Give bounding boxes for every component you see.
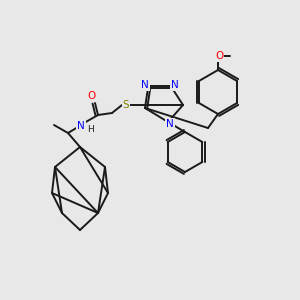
Text: N: N — [77, 121, 85, 131]
Text: N: N — [166, 119, 174, 129]
Text: H: H — [88, 125, 94, 134]
Text: N: N — [171, 80, 179, 90]
Text: N: N — [141, 80, 149, 90]
Text: O: O — [215, 51, 223, 61]
Text: S: S — [123, 100, 129, 110]
Text: O: O — [88, 91, 96, 101]
